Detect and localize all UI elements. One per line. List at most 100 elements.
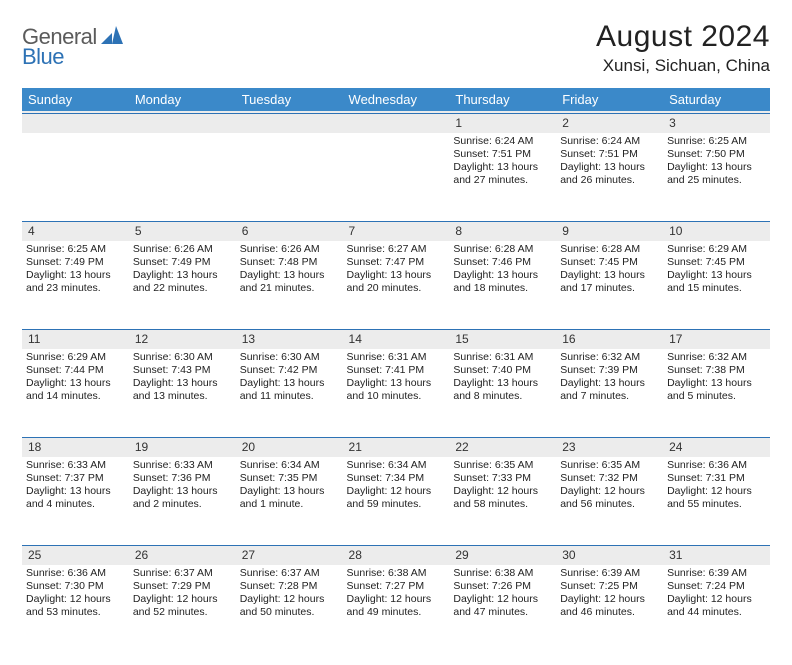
sunrise-label: Sunrise: (453, 567, 494, 579)
sunrise-value: 6:28 AM (602, 243, 641, 255)
header: General August 2024 Xunsi, Sichuan, Chin… (22, 20, 770, 76)
sunset-line: Sunset: 7:47 PM (347, 256, 446, 269)
sunrise-label: Sunrise: (453, 351, 494, 363)
sunset-line: Sunset: 7:39 PM (560, 364, 659, 377)
day-cell-content: Sunrise: 6:37 AMSunset: 7:29 PMDaylight:… (133, 565, 232, 620)
day-cell: Sunrise: 6:31 AMSunset: 7:41 PMDaylight:… (343, 349, 450, 437)
daylight-line-2: and 5 minutes. (667, 390, 766, 403)
sunset-value: 7:45 PM (706, 256, 745, 268)
day-number: 1 (449, 113, 556, 133)
page: General August 2024 Xunsi, Sichuan, Chin… (0, 0, 792, 665)
day-cell: Sunrise: 6:35 AMSunset: 7:33 PMDaylight:… (449, 457, 556, 545)
day-number: 10 (663, 221, 770, 241)
daylight-line-2: and 58 minutes. (453, 498, 552, 511)
sunrise-line: Sunrise: 6:31 AM (453, 351, 552, 364)
sunrise-value: 6:33 AM (174, 459, 213, 471)
day-cell: Sunrise: 6:34 AMSunset: 7:34 PMDaylight:… (343, 457, 450, 545)
sunrise-label: Sunrise: (453, 243, 494, 255)
sunset-value: 7:48 PM (278, 256, 317, 268)
daynum-cell: 28 (343, 545, 450, 565)
sunset-value: 7:24 PM (706, 580, 745, 592)
sunrise-line: Sunrise: 6:39 AM (667, 567, 766, 580)
daylight-line-1: Daylight: 12 hours (560, 593, 659, 606)
sunset-value: 7:51 PM (492, 148, 531, 160)
sunset-label: Sunset: (240, 364, 279, 376)
sunset-label: Sunset: (26, 256, 65, 268)
sunset-label: Sunset: (453, 580, 492, 592)
day-number (236, 113, 343, 133)
sunset-value: 7:50 PM (706, 148, 745, 160)
daylight-line-1: Daylight: 12 hours (240, 593, 339, 606)
day-number: 19 (129, 437, 236, 457)
sunset-label: Sunset: (26, 364, 65, 376)
daynum-cell: 18 (22, 437, 129, 457)
sunrise-line: Sunrise: 6:32 AM (560, 351, 659, 364)
sunset-line: Sunset: 7:49 PM (26, 256, 125, 269)
sunset-line: Sunset: 7:26 PM (453, 580, 552, 593)
sunrise-line: Sunrise: 6:28 AM (560, 243, 659, 256)
day-cell-content: Sunrise: 6:31 AMSunset: 7:41 PMDaylight:… (347, 349, 446, 404)
sunrise-label: Sunrise: (133, 567, 174, 579)
sunrise-line: Sunrise: 6:39 AM (560, 567, 659, 580)
daynum-cell: 8 (449, 221, 556, 241)
daylight-line-1: Daylight: 13 hours (560, 377, 659, 390)
day-number: 21 (343, 437, 450, 457)
daynum-row: 45678910 (22, 221, 770, 241)
sunrise-value: 6:26 AM (281, 243, 320, 255)
day-header: Tuesday (236, 88, 343, 112)
sunset-value: 7:51 PM (599, 148, 638, 160)
sunset-value: 7:36 PM (171, 472, 210, 484)
sunset-value: 7:28 PM (278, 580, 317, 592)
daynum-cell: 25 (22, 545, 129, 565)
daylight-line-2: and 59 minutes. (347, 498, 446, 511)
daylight-line-2: and 2 minutes. (133, 498, 232, 511)
daynum-cell: 7 (343, 221, 450, 241)
day-cell: Sunrise: 6:27 AMSunset: 7:47 PMDaylight:… (343, 241, 450, 329)
sunset-value: 7:46 PM (492, 256, 531, 268)
sunrise-value: 6:26 AM (174, 243, 213, 255)
day-cell-content: Sunrise: 6:27 AMSunset: 7:47 PMDaylight:… (347, 241, 446, 296)
day-cell-content: Sunrise: 6:38 AMSunset: 7:27 PMDaylight:… (347, 565, 446, 620)
daynum-row: 123 (22, 112, 770, 133)
sunrise-value: 6:27 AM (388, 243, 427, 255)
sunset-label: Sunset: (347, 364, 386, 376)
sunrise-label: Sunrise: (560, 243, 601, 255)
sunset-line: Sunset: 7:29 PM (133, 580, 232, 593)
sunrise-label: Sunrise: (240, 351, 281, 363)
sunrise-line: Sunrise: 6:29 AM (667, 243, 766, 256)
daylight-line-2: and 49 minutes. (347, 606, 446, 619)
day-number: 23 (556, 437, 663, 457)
sunset-label: Sunset: (453, 364, 492, 376)
day-cell-content: Sunrise: 6:25 AMSunset: 7:50 PMDaylight:… (667, 133, 766, 188)
daylight-line-2: and 10 minutes. (347, 390, 446, 403)
sunrise-line: Sunrise: 6:29 AM (26, 351, 125, 364)
sunset-value: 7:29 PM (171, 580, 210, 592)
day-cell-content: Sunrise: 6:32 AMSunset: 7:39 PMDaylight:… (560, 349, 659, 404)
day-cell-content: Sunrise: 6:30 AMSunset: 7:42 PMDaylight:… (240, 349, 339, 404)
daynum-cell: 20 (236, 437, 343, 457)
day-cell: Sunrise: 6:33 AMSunset: 7:37 PMDaylight:… (22, 457, 129, 545)
sunset-value: 7:34 PM (385, 472, 424, 484)
daynum-cell: 23 (556, 437, 663, 457)
day-cell: Sunrise: 6:34 AMSunset: 7:35 PMDaylight:… (236, 457, 343, 545)
sunset-line: Sunset: 7:42 PM (240, 364, 339, 377)
sunrise-line: Sunrise: 6:34 AM (347, 459, 446, 472)
daylight-line-2: and 53 minutes. (26, 606, 125, 619)
day-cell: Sunrise: 6:25 AMSunset: 7:49 PMDaylight:… (22, 241, 129, 329)
daylight-line-2: and 17 minutes. (560, 282, 659, 295)
day-number: 18 (22, 437, 129, 457)
day-cell: Sunrise: 6:24 AMSunset: 7:51 PMDaylight:… (449, 133, 556, 221)
daylight-line-1: Daylight: 13 hours (560, 161, 659, 174)
sunset-label: Sunset: (667, 256, 706, 268)
day-cell: Sunrise: 6:38 AMSunset: 7:27 PMDaylight:… (343, 565, 450, 653)
sunrise-label: Sunrise: (453, 135, 494, 147)
logo-text-blue: Blue (22, 44, 64, 69)
day-header-row: Sunday Monday Tuesday Wednesday Thursday… (22, 88, 770, 112)
sunset-label: Sunset: (240, 580, 279, 592)
daylight-line-1: Daylight: 12 hours (26, 593, 125, 606)
daylight-line-1: Daylight: 13 hours (240, 269, 339, 282)
sunrise-value: 6:33 AM (67, 459, 106, 471)
sunrise-label: Sunrise: (26, 351, 67, 363)
daynum-cell: 29 (449, 545, 556, 565)
sunset-label: Sunset: (560, 364, 599, 376)
